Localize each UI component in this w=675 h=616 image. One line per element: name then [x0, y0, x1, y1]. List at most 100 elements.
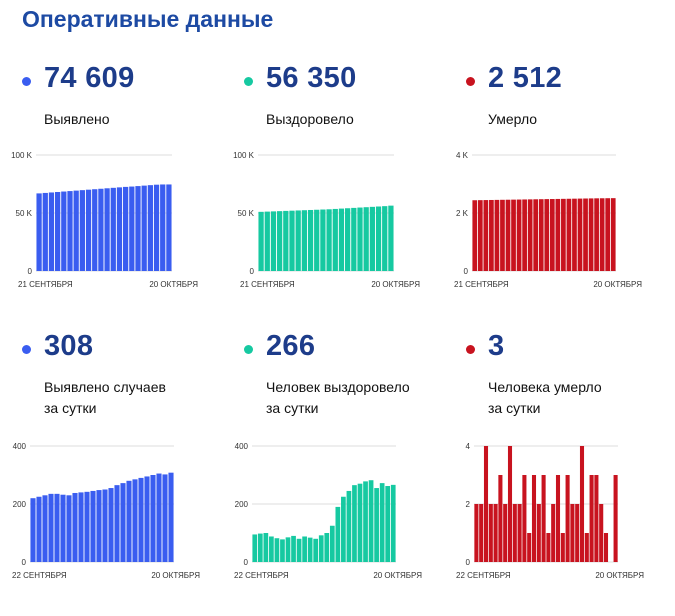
chart-bar: [536, 504, 541, 562]
stat-panel: 3 Человека умерло за сутки 0 2 4 22 СЕНТЯБРЯ 20…: [456, 326, 675, 616]
chart-bar: [153, 184, 160, 271]
chart-bar: [363, 207, 369, 271]
chart-bar: [351, 207, 357, 271]
chart-bar: [79, 190, 85, 271]
y-tick-label: 4 K: [456, 151, 469, 160]
chart-bar: [375, 206, 382, 271]
chart-bar: [538, 199, 544, 271]
chart-bar: [269, 536, 274, 562]
chart-bar: [263, 533, 269, 562]
chart-bar: [285, 537, 291, 562]
stat-value: 74 609: [44, 62, 135, 94]
chart-bar: [289, 210, 295, 271]
chart-bar: [144, 476, 150, 562]
chart-bar: [66, 495, 72, 562]
chart-bar: [258, 211, 264, 271]
stat-label-line: Человека умерло: [488, 379, 602, 395]
chart-bar: [493, 504, 498, 562]
y-tick-label: 100 K: [11, 151, 33, 160]
chart-bar: [126, 480, 132, 562]
chart-bar: [129, 186, 135, 271]
chart-bar: [302, 536, 307, 562]
chart-bar: [78, 492, 84, 562]
stat-panel: 74 609 Выявлено 0 50 K 100 K 21 СЕНТЯБРЯ 20 ОК…: [11, 58, 237, 348]
chart-bar: [326, 209, 332, 271]
x-end-label: 20 ОКТЯБРЯ: [373, 571, 422, 580]
stat-value: 2 512: [488, 62, 563, 94]
chart-bar: [390, 484, 396, 562]
chart-bar: [295, 210, 301, 271]
chart-bar: [114, 485, 120, 562]
chart-bar: [252, 534, 258, 562]
chart-bar: [48, 493, 54, 562]
x-end-label: 20 ОКТЯБРЯ: [149, 280, 198, 289]
y-tick-label: 400: [235, 442, 249, 451]
y-tick-label: 100 K: [233, 151, 255, 160]
status-dot-icon: [22, 345, 31, 354]
chart-bar: [307, 537, 313, 562]
x-start-label: 22 СЕНТЯБРЯ: [12, 571, 67, 580]
chart-bar: [566, 198, 572, 271]
chart-bar: [560, 533, 565, 562]
chart-bar: [474, 504, 479, 562]
chart-bar: [379, 483, 385, 562]
chart-bar: [368, 480, 374, 562]
x-start-label: 22 СЕНТЯБРЯ: [234, 571, 289, 580]
y-tick-label: 400: [13, 442, 27, 451]
x-end-label: 20 ОКТЯБРЯ: [595, 571, 644, 580]
chart-bar: [36, 496, 42, 562]
chart-bar: [503, 504, 508, 562]
chart-bar: [162, 474, 168, 562]
chart-bar: [555, 198, 561, 271]
chart-bar: [594, 475, 599, 562]
chart-bar: [517, 504, 522, 562]
chart-bar: [584, 533, 589, 562]
stat-label-line: за сутки: [44, 400, 97, 416]
chart-bar: [257, 533, 263, 562]
chart-bar: [477, 200, 483, 271]
chart-bar: [385, 486, 391, 562]
chart-bar: [610, 198, 616, 271]
chart-bar: [135, 186, 141, 271]
stat-label: Выявлено случаев за сутки: [44, 377, 244, 419]
chart-bar: [138, 477, 144, 562]
chart-bar: [98, 188, 104, 271]
stat-value: 3: [488, 330, 505, 362]
stat-value: 56 350: [266, 62, 357, 94]
y-tick-label: 0: [464, 267, 469, 276]
chart-bar: [166, 184, 172, 271]
chart-bar: [150, 475, 156, 562]
chart-bar: [324, 533, 330, 562]
chart-bar: [30, 498, 36, 562]
chart-bar: [589, 475, 594, 562]
chart-bar: [318, 535, 324, 562]
chart-bar: [603, 533, 609, 562]
chart-bar: [160, 184, 166, 271]
chart-bar: [527, 533, 532, 562]
x-start-label: 21 СЕНТЯБРЯ: [454, 280, 509, 289]
chart-bar: [594, 198, 599, 271]
chart-bar: [522, 199, 527, 271]
chart-bar: [613, 475, 618, 562]
chart-bar: [104, 188, 110, 271]
chart-bar: [483, 200, 489, 271]
chart-bar: [280, 539, 285, 562]
chart-bar: [90, 490, 96, 562]
chart-bar: [320, 209, 326, 271]
chart-bar: [472, 200, 478, 271]
chart-bar: [274, 538, 280, 562]
bar-chart: 0 2 K 4 K 21 СЕНТЯБРЯ 20 ОКТЯБРЯ: [454, 151, 642, 289]
stat-panel: 56 350 Выздоровело 0 50 K 100 K 21 СЕНТЯБРЯ 20…: [233, 58, 459, 348]
y-tick-label: 0: [244, 558, 249, 567]
y-tick-label: 50 K: [16, 209, 33, 218]
chart-bar: [123, 186, 129, 271]
y-tick-label: 0: [28, 267, 33, 276]
status-dot-icon: [466, 77, 475, 86]
chart-bar: [73, 190, 79, 271]
stat-label-line: за сутки: [266, 400, 319, 416]
chart-bar: [120, 483, 126, 562]
chart-bar: [141, 185, 147, 271]
chart-bar: [551, 504, 556, 562]
chart-bar: [168, 472, 174, 562]
chart-bar: [363, 481, 368, 562]
